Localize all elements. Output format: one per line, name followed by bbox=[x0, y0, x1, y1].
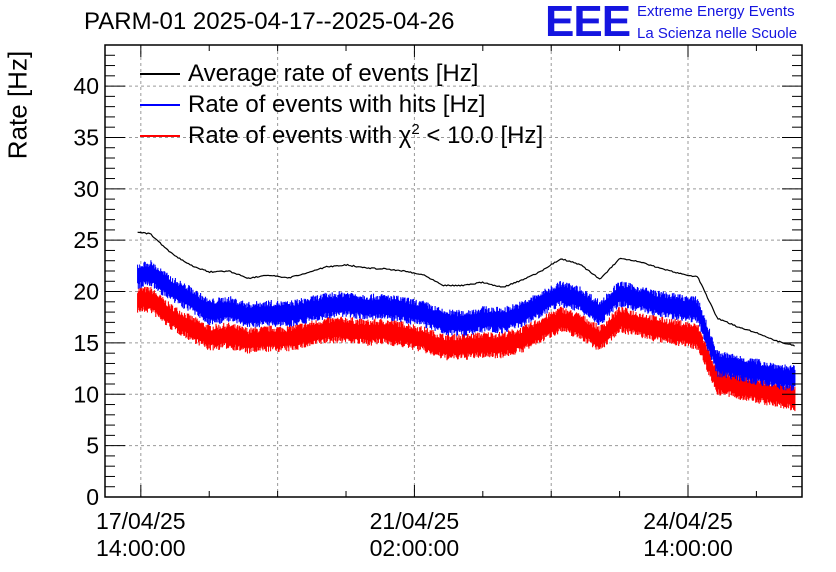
x-tick-label-date: 24/04/25 bbox=[643, 508, 733, 534]
y-tick-label: 10 bbox=[73, 381, 99, 407]
series-line-average bbox=[137, 231, 795, 347]
series-band-1 bbox=[137, 260, 796, 391]
y-tick-label: 20 bbox=[73, 279, 99, 305]
legend-swatch-chi2 bbox=[140, 134, 180, 137]
legend-label-hits: Rate of events with hits [Hz] bbox=[188, 90, 486, 118]
legend-label-average: Average rate of events [Hz] bbox=[188, 59, 479, 87]
x-tick-label-time: 14:00:00 bbox=[643, 535, 733, 561]
plot-series bbox=[137, 231, 796, 412]
y-tick-label: 30 bbox=[73, 176, 99, 202]
legend-label-chi2-sup: 2 bbox=[411, 121, 420, 138]
legend-item-hits: Rate of events with hits [Hz] bbox=[140, 89, 543, 120]
y-axis-label: Rate [Hz] bbox=[2, 50, 33, 160]
x-tick-label-time: 14:00:00 bbox=[96, 535, 186, 561]
x-tick-label-date: 21/04/25 bbox=[370, 508, 460, 534]
grid-lines bbox=[105, 45, 802, 497]
legend-item-average: Average rate of events [Hz] bbox=[140, 58, 543, 89]
legend-swatch-average bbox=[140, 72, 180, 75]
legend-swatch-hits bbox=[140, 103, 180, 106]
y-tick-label: 15 bbox=[73, 330, 99, 356]
y-tick-label: 0 bbox=[86, 484, 99, 510]
series-band-2 bbox=[137, 286, 796, 412]
y-tick-label: 5 bbox=[86, 433, 99, 459]
legend-label-chi2: Rate of events with χ2 < 10.0 [Hz] bbox=[188, 121, 543, 150]
axis-tick-labels: 051015202530354017/04/2514:00:0021/04/25… bbox=[73, 73, 732, 561]
y-tick-label: 25 bbox=[73, 227, 99, 253]
axis-ticks bbox=[105, 44, 802, 498]
legend-label-chi2-end: < 10.0 [Hz] bbox=[419, 122, 544, 149]
y-tick-label: 40 bbox=[73, 73, 99, 99]
y-tick-label: 35 bbox=[73, 124, 99, 150]
x-tick-label-date: 17/04/25 bbox=[96, 508, 186, 534]
legend-label-chi2-main: Rate of events with χ bbox=[188, 122, 412, 149]
chart-title: PARM-01 2025-04-17--2025-04-26 bbox=[84, 8, 455, 35]
x-tick-label-time: 02:00:00 bbox=[370, 535, 460, 561]
legend-item-chi2: Rate of events with χ2 < 10.0 [Hz] bbox=[140, 120, 543, 151]
legend: Average rate of events [Hz] Rate of even… bbox=[140, 58, 543, 151]
logo-subtitle-2: La Scienza nelle Scuole bbox=[637, 25, 798, 42]
eee-logo: EEE bbox=[545, 0, 631, 46]
logo-subtitle-1: Extreme Energy Events bbox=[637, 3, 795, 20]
